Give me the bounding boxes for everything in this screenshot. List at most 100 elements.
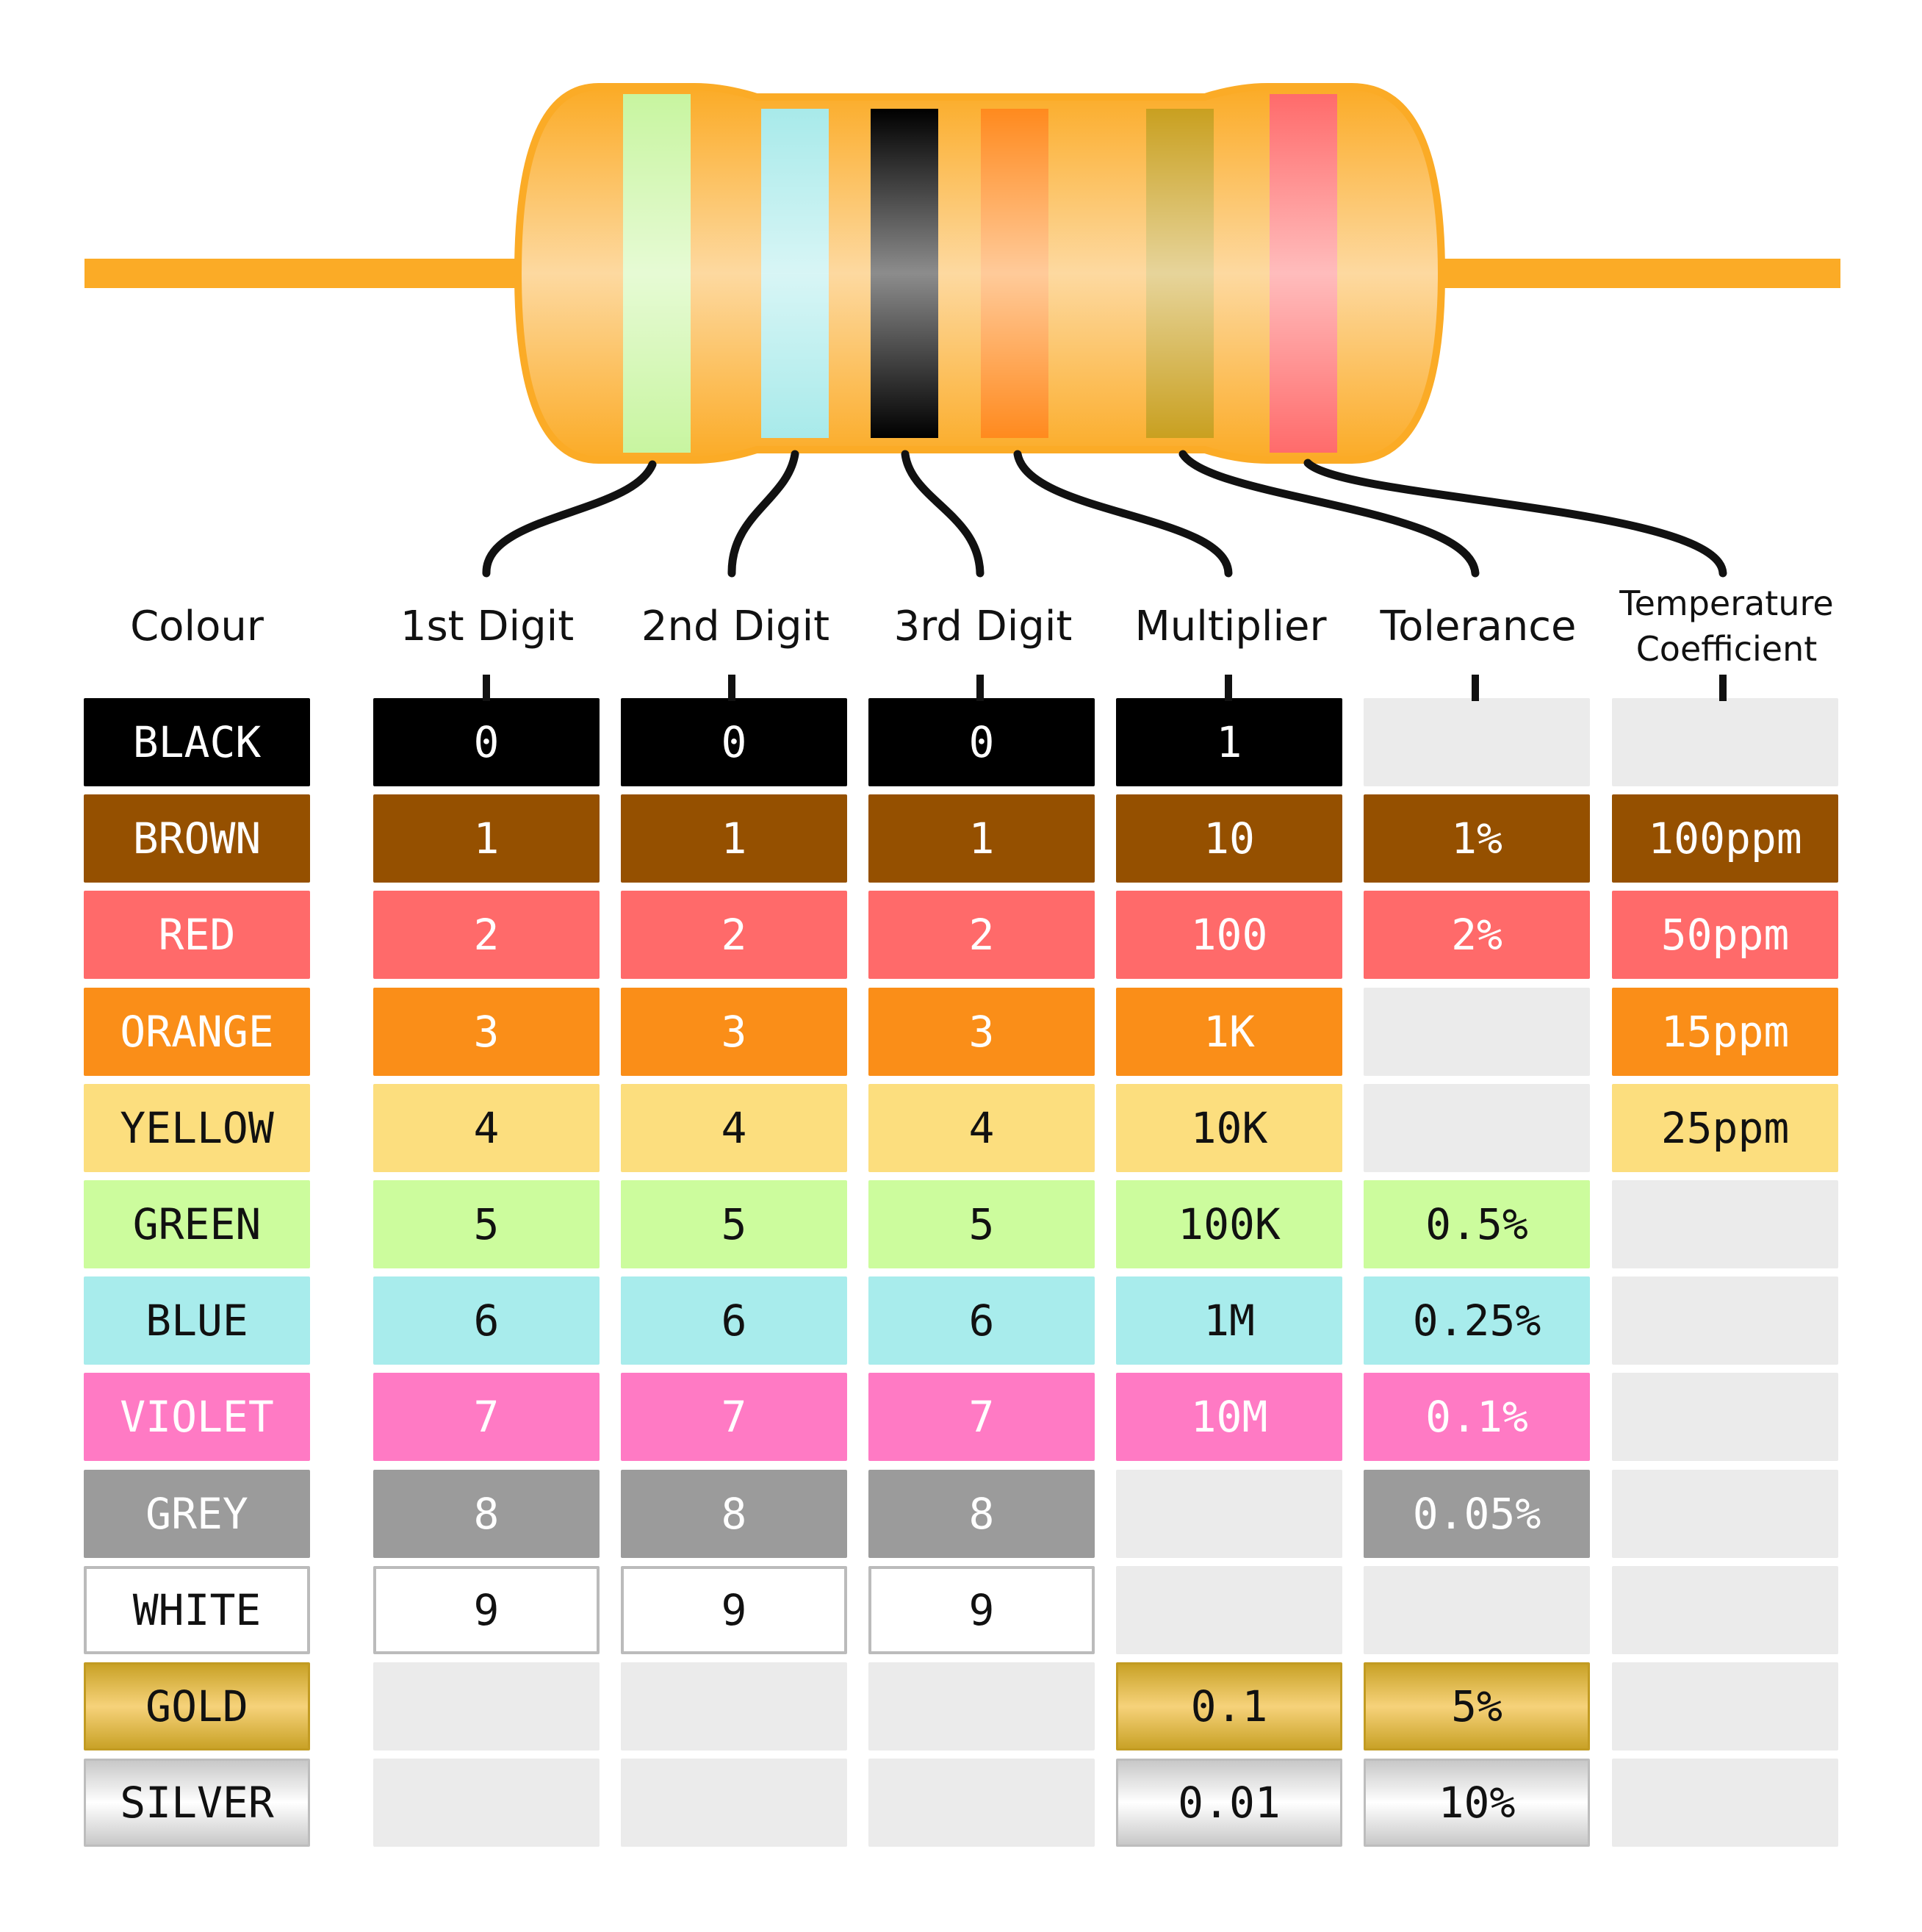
value-cell-tol: 10% bbox=[1364, 1759, 1590, 1847]
value-cell-d3 bbox=[868, 1662, 1095, 1750]
colour-label-cell: RED bbox=[84, 891, 310, 980]
value-cell-temp bbox=[1612, 1276, 1838, 1365]
leader-line-1 bbox=[482, 460, 657, 578]
value-cell-temp bbox=[1612, 1662, 1838, 1750]
colour-label-cell: GREY bbox=[84, 1469, 310, 1558]
colour-label-cell: SILVER bbox=[84, 1759, 310, 1847]
colour-label-cell: GOLD bbox=[84, 1662, 310, 1750]
value-cell-d3: 4 bbox=[868, 1083, 1095, 1172]
value-cell-mult: 100K bbox=[1116, 1180, 1342, 1268]
colour-label-cell: ORANGE bbox=[84, 987, 310, 1076]
value-cell-temp: 15ppm bbox=[1612, 987, 1838, 1076]
value-cell-mult: 1 bbox=[1116, 698, 1342, 786]
value-cell-d1: 2 bbox=[373, 891, 600, 980]
left-lead bbox=[84, 259, 525, 288]
value-cell-tol bbox=[1364, 1565, 1590, 1654]
value-cell-d3: 9 bbox=[868, 1565, 1095, 1654]
value-cell-mult: 1K bbox=[1116, 987, 1342, 1076]
value-cell-d1 bbox=[373, 1662, 600, 1750]
value-cell-d3: 0 bbox=[868, 698, 1095, 786]
value-cell-mult: 10 bbox=[1116, 794, 1342, 883]
leader-line-6 bbox=[1303, 459, 1727, 578]
leader-line-4 bbox=[1013, 450, 1233, 578]
value-cell-d2: 6 bbox=[621, 1276, 847, 1365]
value-cell-d2: 8 bbox=[621, 1469, 847, 1558]
value-cell-d3: 6 bbox=[868, 1276, 1095, 1365]
value-cell-d1: 6 bbox=[373, 1276, 600, 1365]
value-cell-d1: 0 bbox=[373, 698, 600, 786]
right-lead bbox=[1433, 259, 1840, 288]
colour-label-cell: VIOLET bbox=[84, 1373, 310, 1462]
value-cell-tol: 0.1% bbox=[1364, 1373, 1590, 1462]
value-cell-mult: 0.1 bbox=[1116, 1662, 1342, 1750]
value-cell-tol bbox=[1364, 698, 1590, 786]
band-highlight bbox=[981, 109, 1048, 438]
leader-line-5 bbox=[1178, 450, 1480, 578]
value-cell-d1: 4 bbox=[373, 1083, 600, 1172]
header-coefficient-line: Coefficient bbox=[1635, 629, 1818, 669]
value-cell-d1: 5 bbox=[373, 1180, 600, 1268]
value-cell-temp: 25ppm bbox=[1612, 1083, 1838, 1172]
value-cell-mult bbox=[1116, 1469, 1342, 1558]
colour-label-cell: BLUE bbox=[84, 1276, 310, 1365]
value-cell-d1: 1 bbox=[373, 794, 600, 883]
value-cell-d2: 9 bbox=[621, 1565, 847, 1654]
colour-label-cell: GREEN bbox=[84, 1180, 310, 1268]
colour-label-cell: BLACK bbox=[84, 698, 310, 786]
value-cell-temp bbox=[1612, 1180, 1838, 1268]
header-1st-digit: 1st Digit bbox=[400, 603, 575, 650]
value-cell-d2: 2 bbox=[621, 891, 847, 980]
value-cell-d3 bbox=[868, 1759, 1095, 1847]
band-highlight bbox=[623, 94, 691, 453]
band-highlight bbox=[1270, 94, 1337, 453]
value-cell-tol bbox=[1364, 987, 1590, 1076]
value-cell-tol: 0.25% bbox=[1364, 1276, 1590, 1365]
band-highlight bbox=[761, 109, 829, 438]
header-tick bbox=[976, 675, 984, 701]
value-cell-mult: 0.01 bbox=[1116, 1759, 1342, 1847]
value-cell-mult: 10K bbox=[1116, 1083, 1342, 1172]
header-tolerance: Tolerance bbox=[1380, 603, 1577, 650]
leader-line-3 bbox=[901, 450, 985, 578]
value-cell-tol: 1% bbox=[1364, 794, 1590, 883]
value-cell-temp bbox=[1612, 1469, 1838, 1558]
value-cell-mult bbox=[1116, 1565, 1342, 1654]
value-cell-d1: 7 bbox=[373, 1373, 600, 1462]
leader-line-2 bbox=[727, 450, 799, 578]
header-tick bbox=[1719, 675, 1727, 701]
header-tick bbox=[1472, 675, 1479, 701]
value-cell-tol: 0.5% bbox=[1364, 1180, 1590, 1268]
value-cell-d1: 8 bbox=[373, 1469, 600, 1558]
header-tick bbox=[728, 675, 735, 701]
colour-label-cell: WHITE bbox=[84, 1565, 310, 1654]
value-cell-d2: 7 bbox=[621, 1373, 847, 1462]
header-3rd-digit: 3rd Digit bbox=[893, 603, 1073, 650]
value-cell-mult: 10M bbox=[1116, 1373, 1342, 1462]
header-colour: Colour bbox=[130, 603, 264, 650]
value-cell-d2: 5 bbox=[621, 1180, 847, 1268]
value-cell-temp bbox=[1612, 1759, 1838, 1847]
band-highlight bbox=[1146, 109, 1214, 438]
value-cell-d2 bbox=[621, 1759, 847, 1847]
value-cell-d3: 3 bbox=[868, 987, 1095, 1076]
value-cell-temp bbox=[1612, 698, 1838, 786]
value-cell-d3: 1 bbox=[868, 794, 1095, 883]
value-cell-mult: 1M bbox=[1116, 1276, 1342, 1365]
value-cell-d2: 3 bbox=[621, 987, 847, 1076]
value-cell-d1 bbox=[373, 1759, 600, 1847]
band-highlight bbox=[871, 109, 938, 438]
value-cell-d2: 1 bbox=[621, 794, 847, 883]
header-tick bbox=[1225, 675, 1232, 701]
value-cell-d3: 5 bbox=[868, 1180, 1095, 1268]
header-2nd-digit: 2nd Digit bbox=[641, 603, 830, 650]
value-cell-tol: 5% bbox=[1364, 1662, 1590, 1750]
colour-label-cell: YELLOW bbox=[84, 1083, 310, 1172]
value-cell-d2: 0 bbox=[621, 698, 847, 786]
value-cell-d1: 9 bbox=[373, 1565, 600, 1654]
value-cell-mult: 100 bbox=[1116, 891, 1342, 980]
header-tick bbox=[483, 675, 490, 701]
value-cell-d3: 2 bbox=[868, 891, 1095, 980]
value-cell-d1: 3 bbox=[373, 987, 600, 1076]
value-cell-temp: 100ppm bbox=[1612, 794, 1838, 883]
